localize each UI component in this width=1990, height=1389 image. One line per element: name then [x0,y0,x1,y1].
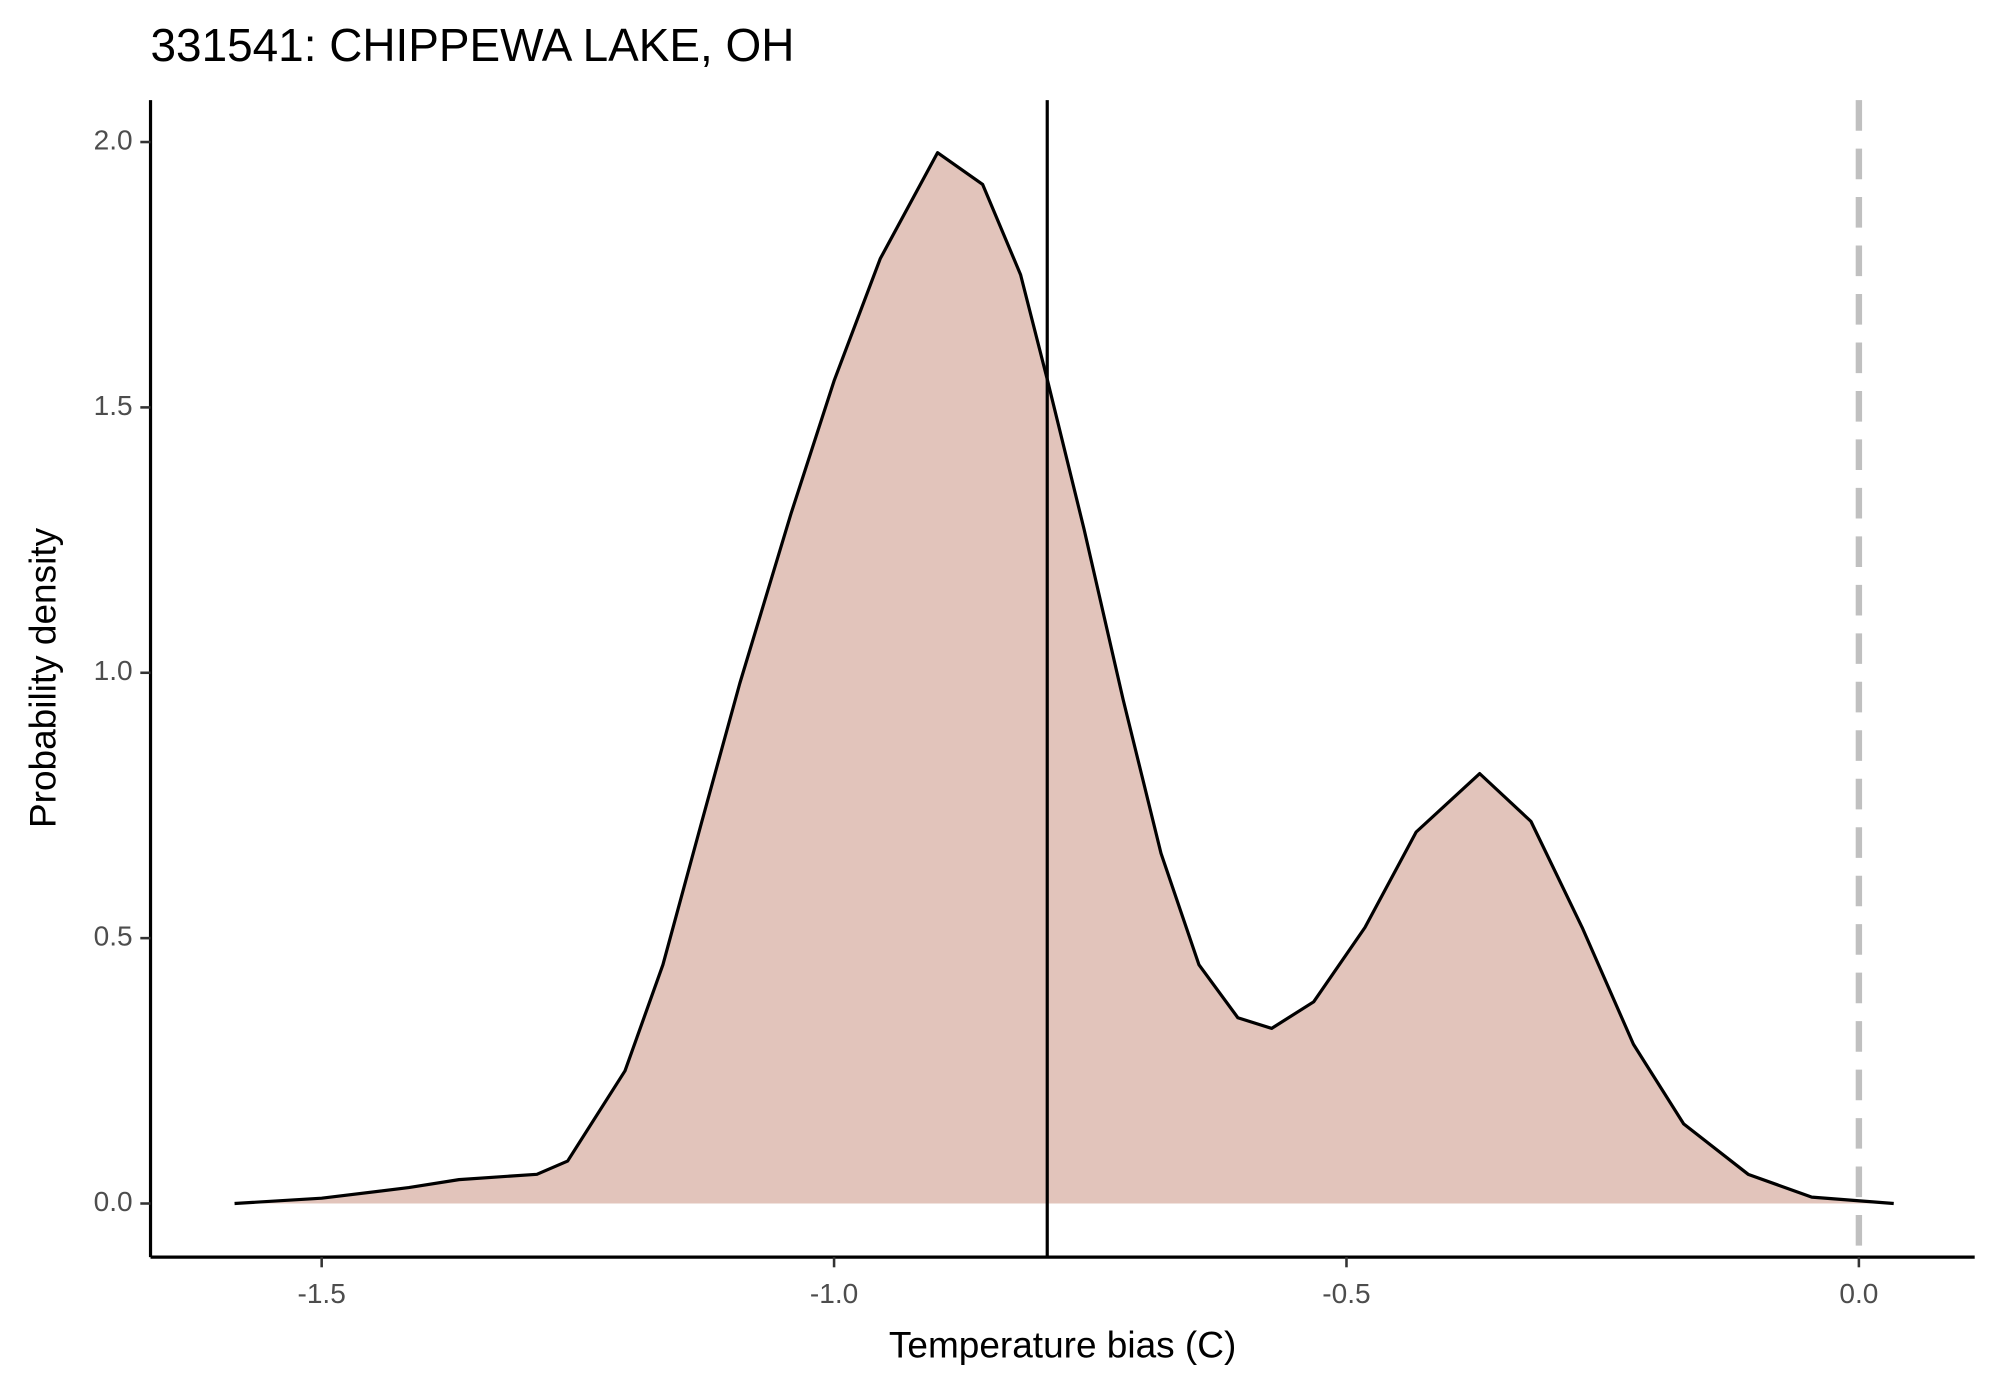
y-tick-label: 2.0 [94,124,133,155]
x-axis-title: Temperature bias (C) [889,1324,1236,1365]
y-tick-label: 1.0 [94,655,133,686]
y-tick-label: 0.0 [94,1186,133,1217]
x-tick-label: 0.0 [1839,1278,1878,1309]
chart-title: 331541: CHIPPEWA LAKE, OH [151,19,795,71]
density-area [234,152,1894,1204]
x-tick-label: -1.5 [297,1278,345,1309]
density-line [234,151,1894,1206]
y-axis-title: Probability density [23,527,64,828]
y-tick-label: 0.5 [94,921,133,952]
x-tick-label: -1.0 [810,1278,858,1309]
x-tick-label: -0.5 [1322,1278,1370,1309]
y-tick-label: 1.5 [94,390,133,421]
